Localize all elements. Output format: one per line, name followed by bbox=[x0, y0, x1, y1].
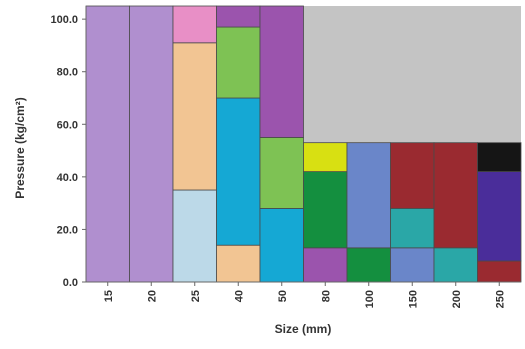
x-tick-label-40: 40 bbox=[233, 290, 245, 302]
bar-segment-40-2 bbox=[216, 97, 261, 246]
bar-segment-25-2 bbox=[172, 42, 217, 191]
y-tick-label: 20.0 bbox=[57, 224, 78, 236]
axes: 0.0 20.0 40.0 60.0 80.0 100.0 15 20 25 40 50 80 100 1… bbox=[50, 6, 521, 308]
bar-segment-50-3 bbox=[259, 5, 304, 138]
bar-segment-100-1 bbox=[346, 247, 391, 283]
x-tick-label-50: 50 bbox=[277, 290, 289, 302]
x-tick-label-150: 150 bbox=[407, 290, 419, 308]
plot-area bbox=[85, 5, 522, 283]
x-tick-label-100: 100 bbox=[364, 290, 376, 308]
bar-segment-20-1 bbox=[129, 5, 174, 283]
y-tick-label: 80.0 bbox=[57, 67, 78, 79]
x-tick-label-200: 200 bbox=[451, 290, 463, 308]
bar-segment-100-2 bbox=[346, 142, 391, 249]
bar-segment-50-1 bbox=[259, 207, 304, 283]
bar-segment-150-1 bbox=[390, 247, 435, 283]
x-axis-title: Size (mm) bbox=[275, 322, 332, 336]
bar-segment-250-1 bbox=[477, 260, 522, 283]
x-tick-label-20: 20 bbox=[146, 290, 158, 302]
x-tick-label-250: 250 bbox=[494, 290, 506, 308]
bar-segment-150-3 bbox=[390, 142, 435, 209]
unavailable-region bbox=[303, 6, 521, 143]
bar-segment-200-2 bbox=[433, 142, 478, 249]
x-tick-label-25: 25 bbox=[190, 290, 202, 302]
bar-segment-40-4 bbox=[216, 5, 261, 28]
y-tick-label: 40.0 bbox=[57, 172, 78, 184]
x-tick-label-80: 80 bbox=[320, 290, 332, 302]
bar-segment-80-1 bbox=[303, 247, 348, 283]
y-tick-label: 100.0 bbox=[50, 14, 78, 26]
x-tick-label-15: 15 bbox=[103, 290, 115, 302]
bar-segment-25-1 bbox=[172, 189, 217, 283]
bar-segment-40-3 bbox=[216, 26, 261, 99]
bar-segment-250-2 bbox=[477, 171, 522, 262]
bar-segment-80-2 bbox=[303, 171, 348, 249]
bar-segment-200-1 bbox=[433, 247, 478, 283]
bar-segment-250-3 bbox=[477, 142, 522, 173]
bar-segment-25-3 bbox=[172, 5, 217, 44]
bar-segment-50-2 bbox=[259, 137, 304, 209]
bar-segment-80-3 bbox=[303, 142, 348, 173]
bar-segment-150-2 bbox=[390, 207, 435, 249]
bar-segment-40-1 bbox=[216, 244, 261, 283]
bar-segment-15-1 bbox=[85, 5, 130, 283]
y-axis-title: Pressure (kg/cm²) bbox=[13, 97, 27, 198]
y-tick-label: 0.0 bbox=[63, 277, 78, 289]
y-tick-label: 60.0 bbox=[57, 119, 78, 131]
